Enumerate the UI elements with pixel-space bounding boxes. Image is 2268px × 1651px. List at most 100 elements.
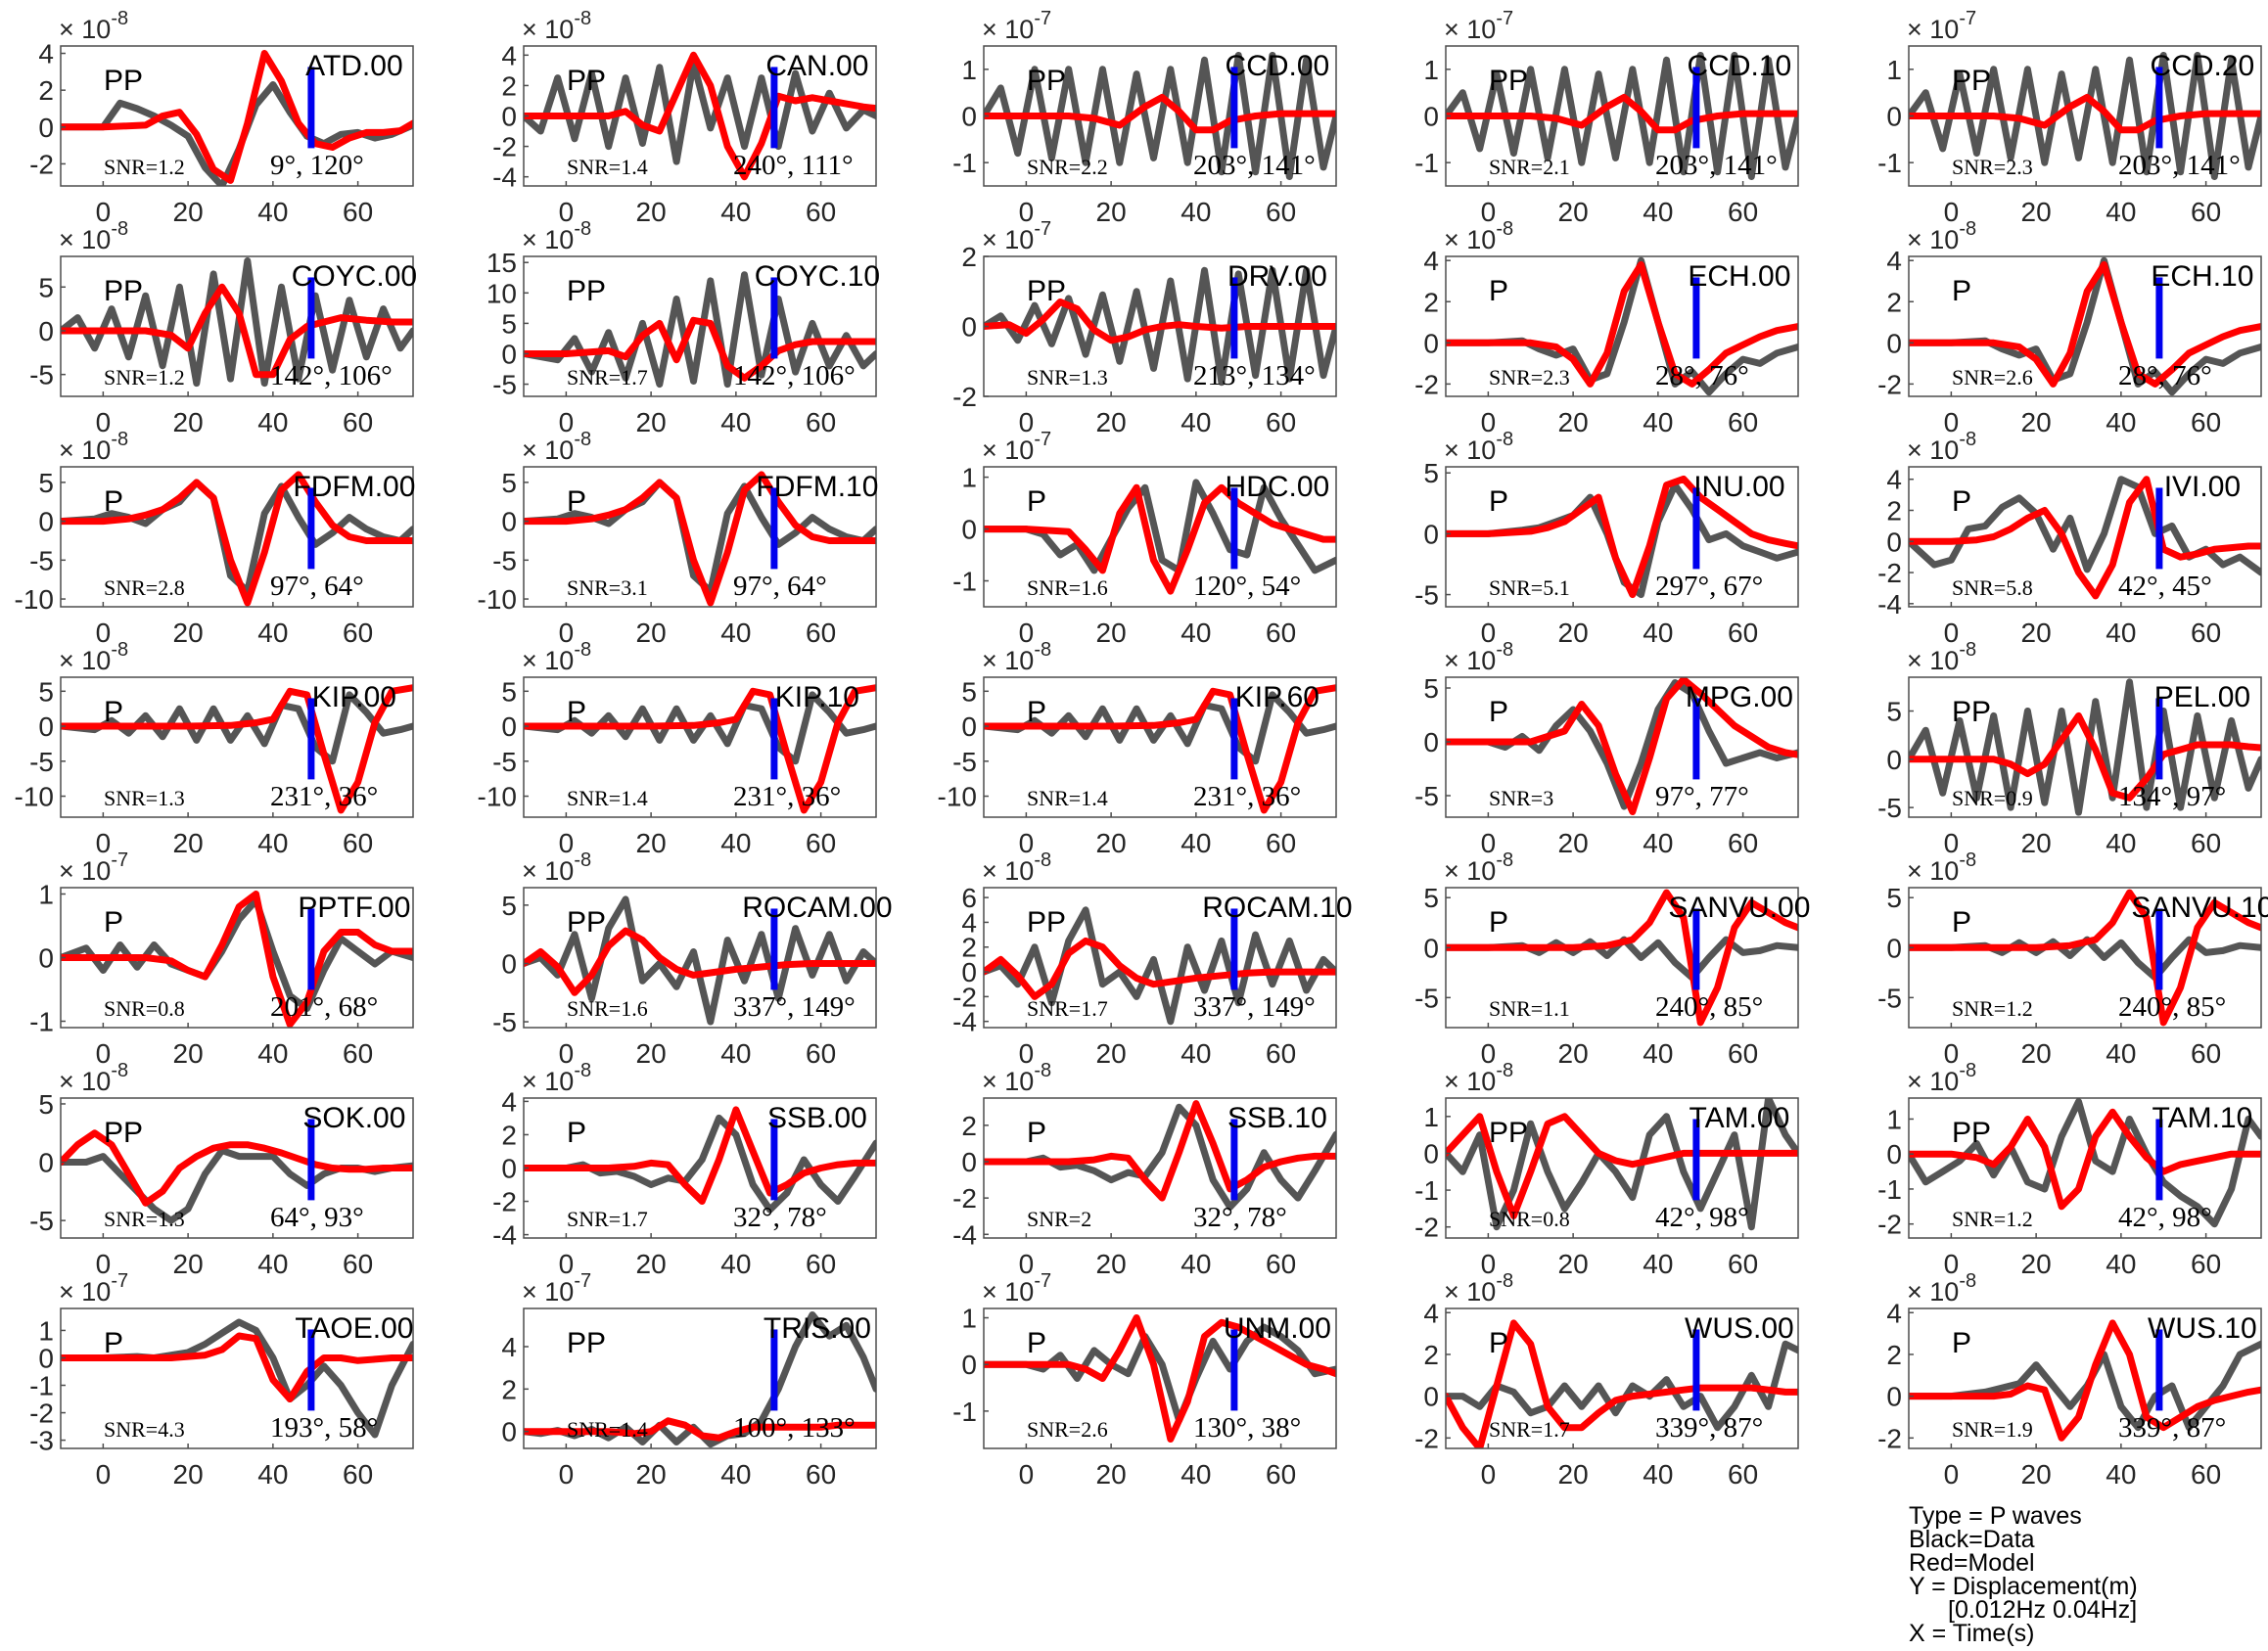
phase-label: P bbox=[567, 1117, 586, 1149]
x-tick-label: 0 bbox=[1944, 1459, 1960, 1490]
x-tick-label: 20 bbox=[2021, 618, 2052, 648]
phase-marker bbox=[2155, 1119, 2163, 1201]
y-tick-label: -1 bbox=[1877, 148, 1902, 178]
snr-label: SNR=2.2 bbox=[1027, 155, 1108, 179]
y-tick-label: 2 bbox=[961, 933, 977, 963]
x-tick-label: 40 bbox=[257, 618, 288, 648]
phase-label: PP bbox=[1952, 696, 1991, 728]
model-trace bbox=[1446, 677, 1798, 815]
x-tick-label: 0 bbox=[1019, 1249, 1035, 1279]
snr-label: SNR=1.3 bbox=[1027, 365, 1108, 390]
x-tick-label: 40 bbox=[2106, 1038, 2136, 1069]
y-tick-label: 0 bbox=[1423, 328, 1439, 358]
snr-label: SNR=1.6 bbox=[567, 996, 648, 1021]
legend-frequency-band: [0.012Hz 0.04Hz] bbox=[1948, 1596, 2138, 1624]
data-trace bbox=[1446, 1098, 1798, 1231]
y-tick-label: -5 bbox=[1414, 781, 1439, 811]
x-tick-label: 0 bbox=[559, 407, 575, 437]
x-tick-label: 20 bbox=[1558, 618, 1589, 648]
axes-box bbox=[983, 1097, 1337, 1239]
y-tick-label: 5 bbox=[961, 676, 977, 707]
data-trace bbox=[984, 479, 1336, 574]
model-trace bbox=[984, 937, 1336, 1000]
x-tick-label: 40 bbox=[2106, 828, 2136, 858]
station-label: CCD.20 bbox=[2151, 50, 2255, 82]
model-trace bbox=[984, 93, 1336, 134]
y-tick-label: -10 bbox=[478, 782, 517, 812]
x-tick-label: 0 bbox=[96, 828, 112, 858]
phase-label: P bbox=[1027, 1117, 1046, 1149]
y-tick-label: 0 bbox=[1423, 933, 1439, 963]
y-tick-label: -2 bbox=[29, 1399, 54, 1429]
x-tick-label: 0 bbox=[1944, 197, 1960, 227]
axis-exponent: × 10-8 bbox=[1907, 1270, 1976, 1307]
axes-box bbox=[1908, 466, 2262, 608]
x-tick-label: 20 bbox=[173, 1038, 204, 1069]
y-tick-label: 0 bbox=[501, 948, 517, 979]
phase-marker bbox=[770, 908, 778, 990]
panel-HDC.00: 1 0 -1 0 20 40 60 × 10-7 P HDC.00 SNR=1.6 120°, 54° bbox=[952, 429, 1337, 648]
x-tick-label: 40 bbox=[1180, 1249, 1211, 1279]
y-tick-label: 2 bbox=[501, 70, 517, 101]
y-tick-label: 5 bbox=[501, 468, 517, 498]
y-tick-label: 5 bbox=[1423, 673, 1439, 704]
phase-label: P bbox=[104, 696, 123, 728]
phase-label: PP bbox=[104, 65, 143, 97]
x-tick-label: 40 bbox=[720, 1249, 751, 1279]
y-tick-label: 0 bbox=[1886, 527, 1902, 557]
y-tick-label: 4 bbox=[1886, 246, 1902, 276]
phase-marker bbox=[2155, 1329, 2163, 1411]
phase-label: P bbox=[104, 906, 123, 939]
model-trace bbox=[524, 684, 876, 814]
axes-box bbox=[523, 676, 877, 818]
axes-box bbox=[983, 1307, 1337, 1449]
y-tick-label: 2 bbox=[961, 1111, 977, 1141]
axis-exponent: × 10-8 bbox=[1444, 218, 1513, 254]
x-tick-label: 40 bbox=[257, 407, 288, 437]
x-tick-label: 60 bbox=[2191, 407, 2221, 437]
y-tick-label: -5 bbox=[492, 1007, 517, 1037]
x-tick-label: 20 bbox=[1096, 618, 1127, 648]
data-trace bbox=[524, 1114, 876, 1214]
model-trace bbox=[1909, 711, 2261, 802]
axis-exponent: × 10-8 bbox=[522, 849, 591, 886]
y-tick-label: -2 bbox=[952, 382, 977, 412]
y-tick-label: 5 bbox=[501, 891, 517, 921]
azimuth-takeoff-label: 28°, 76° bbox=[1655, 360, 1749, 391]
x-tick-label: 0 bbox=[96, 1249, 112, 1279]
x-tick-label: 40 bbox=[257, 197, 288, 227]
y-tick-label: 0 bbox=[38, 316, 54, 346]
y-tick-label: 5 bbox=[501, 308, 517, 339]
x-tick-label: 0 bbox=[1019, 618, 1035, 648]
phase-marker bbox=[307, 277, 315, 359]
y-tick-label: 0 bbox=[1423, 519, 1439, 549]
phase-label: P bbox=[567, 696, 586, 728]
station-label: WUS.00 bbox=[1685, 1312, 1794, 1345]
x-tick-label: 0 bbox=[1481, 1459, 1497, 1490]
y-tick-label: 4 bbox=[501, 1332, 517, 1362]
phase-label: P bbox=[567, 485, 586, 518]
station-label: ECH.10 bbox=[2151, 260, 2253, 293]
y-tick-label: 2 bbox=[38, 75, 54, 106]
axes-box bbox=[523, 255, 877, 397]
data-trace bbox=[1446, 936, 1798, 982]
station-label: CCD.10 bbox=[1688, 50, 1792, 82]
x-tick-label: 40 bbox=[257, 1249, 288, 1279]
phase-label: P bbox=[1952, 275, 1971, 307]
x-tick-label: 20 bbox=[1096, 828, 1127, 858]
azimuth-takeoff-label: 130°, 38° bbox=[1193, 1412, 1301, 1444]
x-tick-label: 60 bbox=[806, 197, 836, 227]
phase-marker bbox=[770, 698, 778, 780]
axis-exponent: × 10-7 bbox=[982, 429, 1051, 465]
y-tick-label: -2 bbox=[1414, 1213, 1439, 1243]
y-tick-label: -5 bbox=[29, 1206, 54, 1236]
station-label: INU.00 bbox=[1693, 471, 1784, 503]
snr-label: SNR=2.6 bbox=[1952, 365, 2033, 390]
azimuth-takeoff-label: 203°, 141° bbox=[1193, 150, 1316, 181]
axes-box bbox=[523, 887, 877, 1029]
y-tick-label: -1 bbox=[1414, 148, 1439, 178]
legend-data: Black=Data bbox=[1909, 1526, 2035, 1553]
phase-marker bbox=[1230, 277, 1238, 359]
snr-label: SNR=1.2 bbox=[104, 155, 185, 179]
azimuth-takeoff-label: 213°, 134° bbox=[1193, 360, 1316, 391]
